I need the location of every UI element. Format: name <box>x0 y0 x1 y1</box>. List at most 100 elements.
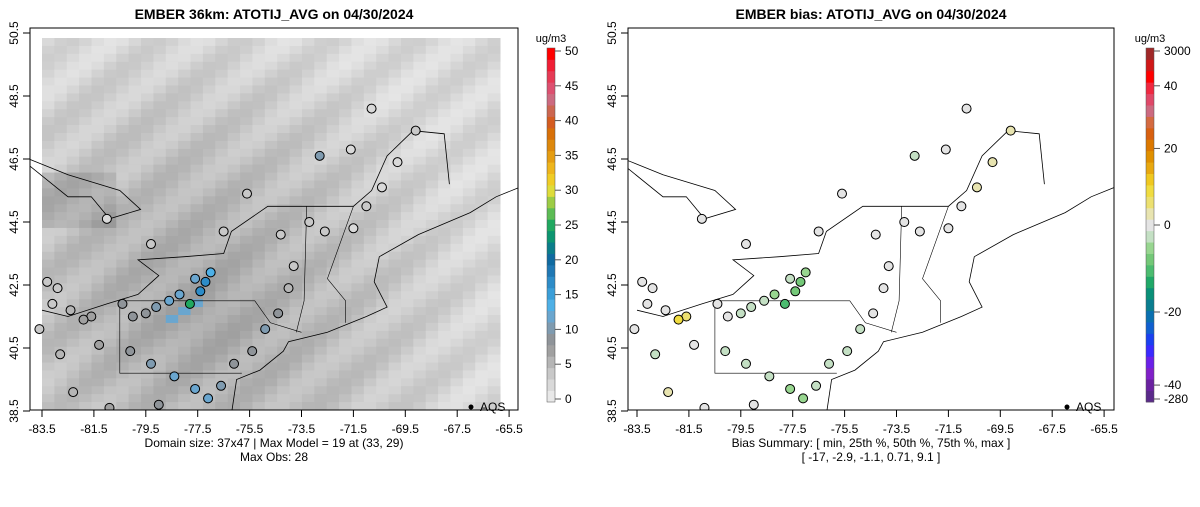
model-grid-cell <box>252 212 266 221</box>
model-grid-cell <box>215 346 229 356</box>
model-grid-cell <box>388 101 402 110</box>
model-grid-cell <box>388 85 402 94</box>
model-grid-cell <box>277 235 291 245</box>
model-grid-cell <box>462 299 476 308</box>
model-grid-cell <box>227 140 241 150</box>
model-grid-cell <box>165 164 179 174</box>
coastline <box>826 187 1114 410</box>
model-grid-cell <box>339 283 352 292</box>
model-grid-cell <box>252 267 266 276</box>
model-grid-cell <box>351 394 365 403</box>
model-grid-cell <box>339 227 352 237</box>
model-grid-cell <box>116 53 130 63</box>
model-grid-cell <box>301 259 315 269</box>
site-marker <box>868 308 879 319</box>
model-grid-cell <box>301 315 315 324</box>
model-grid-cell <box>141 330 154 340</box>
model-grid-cell <box>376 402 390 410</box>
model-grid-cell <box>128 322 142 332</box>
model-grid-cell <box>202 212 216 221</box>
model-grid-cell <box>388 307 402 316</box>
model-grid-cell <box>128 378 142 387</box>
model-grid-cell <box>190 362 204 371</box>
model-grid-cell <box>376 362 390 371</box>
site-marker <box>720 346 731 357</box>
model-grid-cell <box>227 259 241 269</box>
model-grid-cell <box>215 235 229 245</box>
model-grid-cell <box>165 291 179 300</box>
site-marker <box>673 314 684 325</box>
model-grid-cell <box>450 354 464 364</box>
model-grid-cell <box>351 322 365 332</box>
model-grid-cell <box>178 85 192 94</box>
model-grid-cell <box>388 117 402 126</box>
model-grid-cell <box>363 283 377 292</box>
model-grid-cell <box>91 346 105 356</box>
model-grid-cell <box>141 346 154 356</box>
model-grid-cell <box>178 196 192 205</box>
model-grid-cell <box>178 362 192 371</box>
model-grid-cell <box>400 180 414 189</box>
model-grid-cell <box>165 101 179 110</box>
model-grid-cell <box>116 267 130 276</box>
model-grid-cell <box>339 212 352 221</box>
model-grid-cell <box>289 140 303 150</box>
model-grid-cell <box>351 85 365 94</box>
model-grid-cell <box>215 212 229 221</box>
model-grid-cell <box>264 172 278 181</box>
model-grid-cell <box>240 38 253 47</box>
model-grid-cell <box>438 172 451 181</box>
model-grid-cell <box>91 362 105 371</box>
model-grid-cell <box>264 315 278 324</box>
model-grid-cell <box>376 61 390 71</box>
model-grid-cell <box>165 77 179 86</box>
model-grid-cell <box>66 370 80 379</box>
model-grid-cell <box>165 180 179 189</box>
model-grid-cell <box>66 53 80 63</box>
model-grid-cell <box>400 394 414 403</box>
colorbar-tick-label: 25 <box>565 218 579 232</box>
model-grid-cell <box>388 45 402 55</box>
model-grid-cell <box>202 148 216 158</box>
model-grid-cell <box>314 69 328 79</box>
model-grid-cell <box>66 322 80 332</box>
model-grid-cell <box>277 140 291 150</box>
model-grid-cell <box>116 307 130 316</box>
model-grid-cell <box>79 180 93 189</box>
model-grid-cell <box>91 259 105 269</box>
colorbar-tick-label: 10 <box>565 322 579 336</box>
model-grid-cell <box>475 38 489 47</box>
model-grid-cell <box>42 243 55 253</box>
model-grid-cell <box>91 275 105 284</box>
model-grid-cell <box>289 196 303 205</box>
model-grid-cell <box>351 156 365 166</box>
model-grid-cell <box>54 125 68 134</box>
model-grid-cell <box>178 180 192 189</box>
x-tick-label: -73.5 <box>883 422 911 436</box>
model-grid-cell <box>178 402 192 410</box>
model-grid-cell <box>462 85 476 94</box>
model-grid-cell <box>351 378 365 387</box>
model-grid-cell <box>252 354 266 364</box>
model-grid-cell <box>289 235 303 245</box>
model-grid-cell <box>264 354 278 364</box>
model-grid-cell <box>103 69 117 79</box>
model-grid-cell <box>264 275 278 284</box>
model-grid-cell <box>128 38 142 47</box>
model-grid-cell <box>363 125 377 134</box>
model-grid-cell <box>487 251 501 261</box>
model-grid-cell <box>413 61 427 71</box>
model-grid-cell <box>413 220 427 229</box>
model-grid-cell <box>363 148 377 158</box>
state-border-ny-ne <box>891 206 902 333</box>
model-grid-cell <box>66 38 80 47</box>
model-grid-cell <box>153 85 167 94</box>
model-grid-cell <box>487 85 501 94</box>
model-grid-cell <box>215 125 229 134</box>
model-grid-cell <box>462 188 476 197</box>
model-grid-cell <box>438 338 451 348</box>
model-grid-cell <box>487 204 501 213</box>
model-grid-cell <box>425 330 439 340</box>
model-grid-cell <box>91 69 105 79</box>
